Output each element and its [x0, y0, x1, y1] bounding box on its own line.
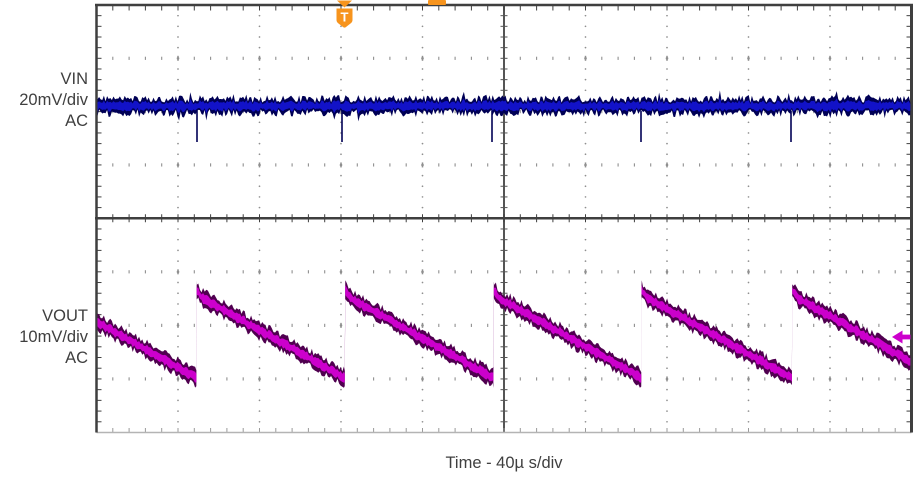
vin-channel-name: VIN [60, 70, 88, 88]
vin-channel-label: VIN 20mV/div AC [0, 69, 88, 132]
vout-channel-coupling: AC [65, 349, 88, 367]
vout-trace [97, 280, 911, 388]
trigger-marker-icon: T [336, 0, 353, 28]
vout-channel-scale: 10mV/div [19, 328, 88, 346]
vin-trace [97, 90, 911, 142]
top-edge-marker-fragment-icon [428, 0, 446, 5]
svg-text:T: T [341, 10, 349, 25]
time-axis-label: Time - 40µ s/div [445, 454, 563, 472]
vin-channel-scale: 20mV/div [19, 91, 88, 109]
vout-channel-name: VOUT [42, 307, 88, 325]
vin-channel-coupling: AC [65, 112, 88, 130]
vout-channel-label: VOUT 10mV/div AC [0, 306, 88, 369]
vout-position-arrow-icon [892, 330, 911, 344]
graticule [95, 3, 913, 434]
